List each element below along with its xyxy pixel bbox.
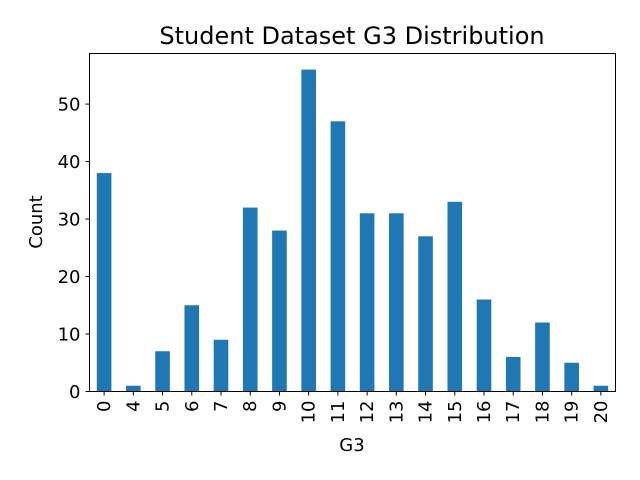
bar-11 — [330, 121, 346, 392]
y-tick-label-40: 40 — [58, 152, 81, 173]
x-axis: 0 4 5 6 7 8 9 10 11 12 13 14 15 16 17 18 19 20 — [94, 391, 612, 424]
y-tick-label-50: 50 — [58, 95, 81, 116]
x-tick-label-17: 17 — [503, 401, 524, 424]
bar-14 — [418, 236, 433, 392]
x-tick-label-14: 14 — [416, 401, 437, 424]
bar-16 — [476, 299, 492, 392]
bar-18 — [535, 322, 550, 392]
y-tick-label-20: 20 — [58, 267, 81, 288]
x-tick-label-4: 4 — [123, 401, 144, 412]
x-tick-label-9: 9 — [269, 401, 290, 412]
bar-6 — [184, 305, 200, 392]
y-tick-label-30: 30 — [58, 210, 81, 231]
bar-7 — [213, 339, 229, 392]
x-tick-label-12: 12 — [357, 401, 378, 424]
y-axis-label: Count — [26, 195, 47, 248]
bar-13 — [389, 213, 404, 392]
bar-5 — [155, 351, 170, 392]
bar-20 — [593, 385, 609, 392]
bar-9 — [272, 230, 287, 392]
x-tick-label-16: 16 — [474, 401, 495, 424]
bar-4 — [126, 385, 141, 392]
bar-8 — [242, 207, 258, 392]
bars-group — [96, 69, 609, 392]
x-tick-label-5: 5 — [153, 401, 174, 412]
x-tick-label-10: 10 — [299, 401, 320, 424]
x-tick-label-6: 6 — [182, 401, 203, 412]
bar-0 — [96, 173, 112, 392]
x-tick-label-8: 8 — [240, 401, 261, 412]
bar-19 — [564, 362, 579, 392]
y-axis: 0 10 20 30 40 50 — [58, 95, 90, 403]
x-tick-label-13: 13 — [386, 401, 407, 424]
y-tick-label-10: 10 — [58, 325, 81, 346]
x-tick-label-15: 15 — [445, 401, 466, 424]
x-tick-label-18: 18 — [532, 401, 553, 424]
bar-17 — [505, 357, 521, 392]
x-tick-label-7: 7 — [211, 401, 232, 412]
plot-frame — [89, 53, 616, 392]
y-tick-label-0: 0 — [69, 382, 80, 403]
x-tick-label-20: 20 — [591, 401, 612, 424]
bar-12 — [359, 213, 375, 392]
x-tick-label-19: 19 — [562, 401, 583, 424]
x-axis-label: G3 — [339, 435, 364, 456]
bar-15 — [447, 201, 463, 392]
x-tick-label-0: 0 — [94, 401, 115, 412]
bar-10 — [301, 69, 316, 392]
x-tick-label-11: 11 — [328, 401, 349, 424]
chart-title: Student Dataset G3 Distribution — [159, 22, 544, 50]
